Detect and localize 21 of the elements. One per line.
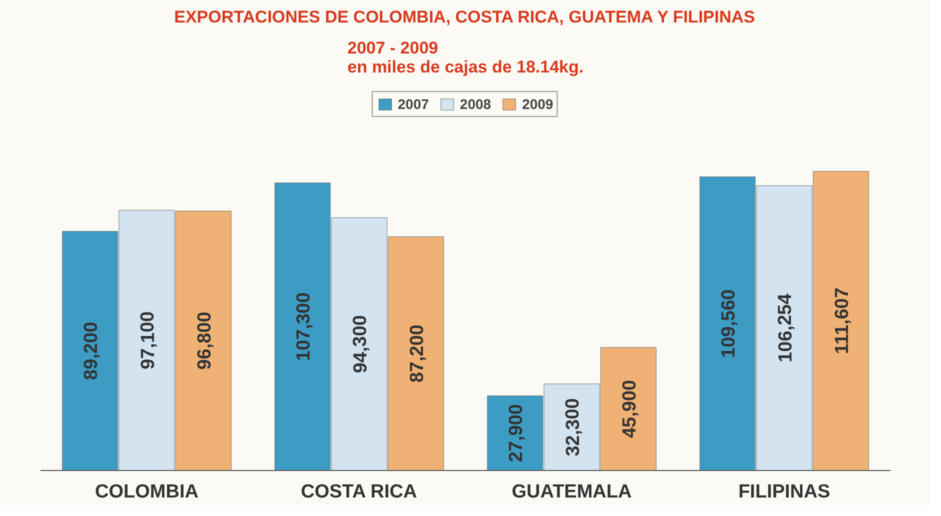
data-label: 111,607 bbox=[832, 288, 853, 354]
data-label: 97,100 bbox=[138, 311, 159, 370]
data-label: 94,300 bbox=[350, 315, 372, 374]
data-label: 96,800 bbox=[194, 312, 216, 370]
x-tick-label: COLOMBIA bbox=[95, 482, 199, 502]
x-tick-label: COSTA RICA bbox=[300, 482, 418, 502]
chart-title: EXPORTACIONES DE COLOMBIA, COSTA RICA, GUATEMA Y FILIPINAS bbox=[174, 8, 756, 26]
data-label: 107,300 bbox=[294, 292, 315, 361]
data-label: 45,900 bbox=[619, 380, 640, 438]
data-label: 87,200 bbox=[406, 324, 428, 383]
data-label: 106,254 bbox=[775, 293, 796, 362]
legend-label: 2007 bbox=[398, 96, 429, 112]
data-label: 32,300 bbox=[562, 398, 584, 456]
data-label: 109,560 bbox=[718, 289, 740, 358]
data-label: 89,200 bbox=[81, 322, 102, 380]
data-label: 27,900 bbox=[506, 404, 528, 462]
chart-subtitle: 2007 - 2009 en miles de cajas de 18.14kg. bbox=[347, 38, 584, 76]
x-tick-label: GUATEMALA bbox=[512, 482, 632, 502]
x-tick-label: FILIPINAS bbox=[738, 482, 830, 502]
legend-label: 2009 bbox=[522, 96, 554, 112]
legend-label: 2008 bbox=[460, 96, 492, 112]
